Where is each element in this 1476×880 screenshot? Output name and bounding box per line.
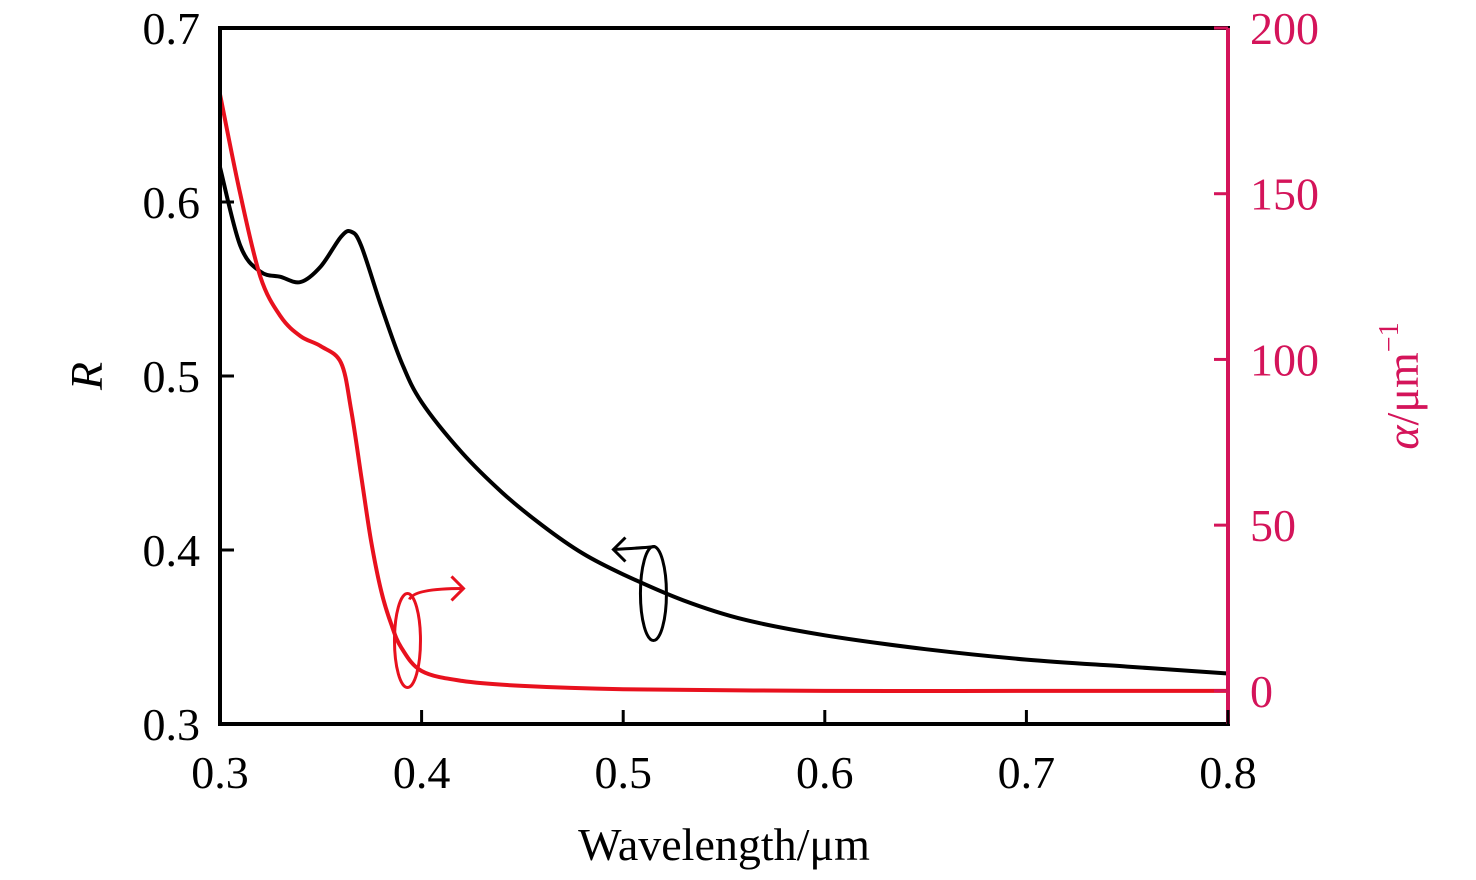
x-axis-label: Wavelength/μm xyxy=(578,819,870,870)
x-tick-label: 0.4 xyxy=(393,747,451,798)
y-right-tick-label: 100 xyxy=(1250,334,1319,385)
y-right-label-unit: /μm xyxy=(1377,352,1428,425)
annotation-ellipse-alpha xyxy=(392,591,422,689)
x-tick-label: 0.7 xyxy=(998,747,1056,798)
annotation-layer xyxy=(392,536,668,689)
y-right-axis-label: α/μm−1 xyxy=(1374,322,1428,449)
x-tick-label: 0.5 xyxy=(594,747,652,798)
y-left-axis-label: R xyxy=(61,362,112,391)
x-tick-label: 0.3 xyxy=(191,747,249,798)
series-line-R xyxy=(218,165,1230,676)
y-right-tick-label: 50 xyxy=(1250,500,1296,551)
y-right-label-symbol: α xyxy=(1377,425,1428,450)
ticks-layer: 0.3 0.4 0.5 0.6 0.7 0.8 0.3 0.4 0.5 0.6 0.7 0 50 100 1… xyxy=(143,3,1320,798)
annotation-arrow-alpha xyxy=(408,586,464,601)
annotation-arrow-R xyxy=(613,545,656,551)
y-left-tick-label: 0.4 xyxy=(143,525,201,576)
y-right-tick-label: 150 xyxy=(1250,169,1319,220)
x-tick-label: 0.8 xyxy=(1199,747,1257,798)
y-left-tick-label: 0.5 xyxy=(143,351,201,402)
y-left-tick-label: 0.7 xyxy=(143,3,201,54)
y-right-tick-label: 0 xyxy=(1250,666,1273,717)
annotation-arrowhead-R xyxy=(611,536,627,563)
series-line-alpha xyxy=(218,92,1230,693)
y-right-label-exponent: −1 xyxy=(1374,322,1405,352)
series-layer xyxy=(218,92,1230,693)
annotation-arrowhead-alpha xyxy=(450,575,466,602)
x-tick-label: 0.6 xyxy=(796,747,854,798)
plot-frame xyxy=(218,26,1230,726)
y-left-tick-label: 0.3 xyxy=(143,699,201,750)
y-left-tick-label: 0.6 xyxy=(143,177,201,228)
y-right-tick-label: 200 xyxy=(1250,3,1319,54)
